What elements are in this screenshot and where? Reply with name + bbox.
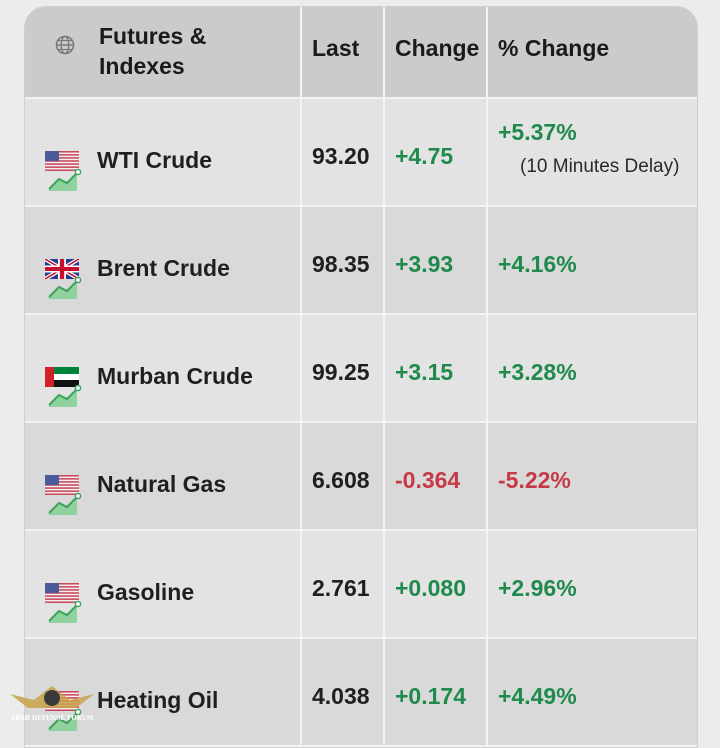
change-value: -0.364 (395, 467, 461, 493)
change-cell: +0.080 (384, 530, 488, 639)
change-cell: +0.174 (384, 638, 488, 747)
table-row[interactable]: Murban Crude 99.25 +3.15 +3.28% (25, 314, 697, 423)
futures-table: Futures & Indexes Last Change % Change W… (25, 7, 697, 747)
last-cell: 6.608 (301, 422, 385, 531)
instrument-cell[interactable]: Murban Crude (25, 314, 302, 423)
pct-change-cell: +2.96% (487, 530, 697, 639)
pct-change-cell: +5.37% (10 Minutes Delay) (487, 98, 697, 207)
last-value: 4.038 (312, 683, 370, 709)
instrument-name[interactable]: Gasoline (97, 579, 195, 605)
header-name-line2: Indexes (99, 53, 185, 79)
instrument-name[interactable]: Natural Gas (97, 471, 227, 497)
table-row[interactable]: Heating Oil 4.038 +0.174 +4.49% (25, 638, 697, 747)
uae-flag-icon (45, 367, 79, 387)
table-row[interactable]: Natural Gas 6.608 -0.364 -5.22% (25, 422, 697, 531)
globe-icon (55, 35, 75, 55)
pct-change-value: +4.49% (498, 683, 577, 709)
last-cell: 93.20 (301, 98, 385, 207)
futures-table-card: Futures & Indexes Last Change % Change W… (24, 6, 698, 748)
change-value: +3.93 (395, 251, 454, 277)
instrument-cell[interactable]: Gasoline (25, 530, 302, 639)
delay-note: (10 Minutes Delay) (520, 156, 680, 177)
last-value: 93.20 (312, 143, 370, 169)
last-cell: 2.761 (301, 530, 385, 639)
pct-change-value: -5.22% (498, 467, 571, 493)
pct-change-value: +4.16% (498, 251, 577, 277)
trend-chart-icon (48, 276, 82, 299)
change-cell: +3.15 (384, 314, 488, 423)
last-value: 98.35 (312, 251, 370, 277)
change-value: +0.080 (395, 575, 466, 601)
change-cell: +4.75 (384, 98, 488, 207)
header-change[interactable]: Change (384, 7, 488, 99)
trend-chart-icon (48, 600, 82, 623)
table-row[interactable]: Gasoline 2.761 +0.080 +2.96% (25, 530, 697, 639)
table-header-row: Futures & Indexes Last Change % Change (25, 7, 697, 99)
header-name-line1: Futures & (99, 23, 207, 49)
watermark-logo: ARAB DEFENSE FORUM (10, 686, 94, 722)
us-flag-icon (45, 151, 79, 171)
instrument-name[interactable]: WTI Crude (97, 147, 212, 173)
pct-change-cell: -5.22% (487, 422, 697, 531)
last-value: 99.25 (312, 359, 370, 385)
instrument-name[interactable]: Heating Oil (97, 687, 219, 713)
instrument-name[interactable]: Brent Crude (97, 255, 230, 281)
pct-change-value: +3.28% (498, 359, 577, 385)
change-value: +4.75 (395, 143, 454, 169)
table-row[interactable]: Brent Crude 98.35 +3.93 +4.16% (25, 206, 697, 315)
trend-chart-icon (48, 384, 82, 407)
header-last[interactable]: Last (301, 7, 385, 99)
table-row[interactable]: WTI Crude 93.20 +4.75 +5.37% (10 Minutes Del… (25, 98, 697, 207)
change-cell: +3.93 (384, 206, 488, 315)
instrument-cell[interactable]: Natural Gas (25, 422, 302, 531)
header-pct-change[interactable]: % Change (487, 7, 697, 99)
pct-change-cell: +4.49% (487, 638, 697, 747)
pct-change-value: +5.37% (498, 119, 577, 145)
instrument-cell[interactable]: Brent Crude (25, 206, 302, 315)
us-flag-icon (45, 475, 79, 495)
trend-chart-icon (48, 708, 82, 731)
change-cell: -0.364 (384, 422, 488, 531)
instrument-name[interactable]: Murban Crude (97, 363, 253, 389)
pct-change-cell: +4.16% (487, 206, 697, 315)
trend-chart-icon (48, 492, 82, 515)
header-futures-indexes[interactable]: Futures & Indexes (25, 7, 302, 99)
last-value: 2.761 (312, 575, 370, 601)
uk-flag-icon (45, 259, 79, 279)
pct-change-cell: +3.28% (487, 314, 697, 423)
watermark-text: ARAB DEFENSE FORUM (10, 715, 94, 722)
pct-change-value: +2.96% (498, 575, 577, 601)
us-flag-icon (45, 583, 79, 603)
change-value: +3.15 (395, 359, 454, 385)
last-value: 6.608 (312, 467, 370, 493)
last-cell: 4.038 (301, 638, 385, 747)
last-cell: 99.25 (301, 314, 385, 423)
last-cell: 98.35 (301, 206, 385, 315)
change-value: +0.174 (395, 683, 466, 709)
trend-chart-icon (48, 168, 82, 191)
instrument-cell[interactable]: WTI Crude (25, 98, 302, 207)
